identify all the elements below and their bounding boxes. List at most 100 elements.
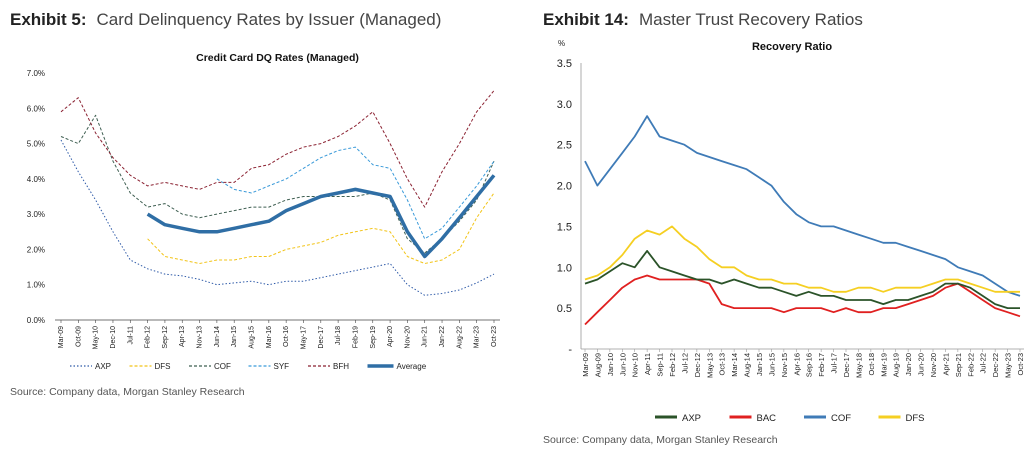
right-x-tick-label: May-18	[854, 353, 863, 378]
right-x-tick-label: Jan-15	[755, 353, 764, 376]
right-x-tick-label: Mar-09	[581, 353, 590, 377]
right-legend-label-cof: COF	[831, 413, 851, 424]
right-x-tick-label: Jun-10	[618, 353, 627, 376]
right-x-tick-label: Jul-22	[979, 353, 988, 373]
right-x-tick-label: May-23	[1004, 353, 1013, 378]
right-legend-label-bac: BAC	[757, 413, 777, 424]
left-legend-label-syf: SYF	[274, 362, 290, 371]
right-y-tick-label: 2.5	[557, 140, 572, 152]
left-chart-title: Credit Card DQ Rates (Managed)	[196, 52, 359, 64]
right-x-tick-label: Aug-19	[892, 353, 901, 377]
right-series-bac-line	[584, 274, 1021, 326]
left-x-tick-label: Jul-18	[335, 326, 342, 345]
left-series-syf-line	[216, 146, 495, 240]
left-source-note: Source: Company data, Morgan Stanley Res…	[10, 386, 245, 398]
left-exhibit-panel: Exhibit 5: Card Delinquency Rates by Issu…	[10, 10, 500, 398]
left-x-tick-label: Feb-19	[352, 326, 359, 348]
left-exhibit-heading: Exhibit 5: Card Delinquency Rates by Issu…	[10, 10, 441, 30]
left-y-tick-label: 5.0%	[27, 140, 45, 149]
right-x-tick-label: Jul-17	[830, 353, 839, 373]
left-x-tick-label: Feb-12	[145, 326, 152, 348]
left-x-tick-label: Sep-19	[370, 326, 377, 349]
left-x-tick-label: Mar-16	[266, 326, 273, 348]
left-legend-label-cof: COF	[214, 362, 231, 371]
right-x-tick-label: Nov-15	[780, 353, 789, 377]
left-x-tick-label: Jan-22	[439, 326, 446, 348]
left-x-tick-label: Jun-21	[422, 326, 429, 348]
left-legend-label-dfs: DFS	[155, 362, 171, 371]
right-legend-label-axp: AXP	[682, 413, 701, 424]
left-x-tick-label: Dec-17	[318, 326, 325, 349]
right-y-tick-label: 1.0	[557, 262, 572, 274]
left-x-tick-label: Oct-09	[75, 326, 82, 347]
right-x-tick-label: Sep-21	[954, 353, 963, 377]
left-x-tick-label: Oct-23	[491, 326, 498, 347]
left-x-tick-label: Oct-16	[283, 326, 290, 347]
right-y-tick-label: 0.5	[557, 303, 572, 315]
right-x-tick-label: Dec-22	[991, 353, 1000, 377]
left-y-tick-label: 4.0%	[27, 175, 45, 184]
left-x-tick-label: Jan-15	[231, 326, 238, 348]
left-x-tick-label: May-10	[93, 326, 100, 349]
right-x-tick-label: Aug-09	[593, 353, 602, 377]
left-legend-label-average: Average	[397, 362, 427, 371]
right-x-tick-label: Jul-12	[680, 353, 689, 373]
left-x-tick-label: Nov-13	[197, 326, 204, 349]
right-x-tick-label: May-13	[705, 353, 714, 378]
right-recovery-chart: Recovery Ratio% - 0.5 1.0 1.5 2.0 2.5 3.0 3.5 Mar…	[557, 39, 1025, 424]
right-x-tick-label: Apr-21	[941, 353, 950, 376]
right-x-tick-label: Jun-20	[917, 353, 926, 376]
right-y-tick-label: 1.5	[557, 221, 572, 233]
left-series-bfh-line	[60, 90, 495, 208]
left-series-cof-line	[60, 114, 495, 254]
left-dq-chart: Credit Card DQ Rates (Managed) 0.0% 1.0% 2.…	[27, 52, 500, 371]
right-y-tick-label: 3.0	[557, 99, 572, 111]
right-exhibit-title: Master Trust Recovery Ratios	[638, 10, 863, 29]
right-x-tick-label: Apr-11	[643, 353, 652, 375]
left-x-tick-label: Mar-23	[474, 326, 481, 348]
left-exhibit-title: Card Delinquency Rates by Issuer (Manage…	[96, 10, 442, 29]
right-x-tick-label: Nov-20	[929, 353, 938, 377]
right-x-tick-label: Mar-19	[879, 353, 888, 377]
right-x-tick-label: Dec-12	[693, 353, 702, 377]
right-y-tick-label: 2.0	[557, 181, 572, 193]
right-x-tick-label: Apr-16	[792, 353, 801, 376]
right-chart-title: Recovery Ratio	[752, 41, 832, 53]
left-y-tick-label: 7.0%	[27, 69, 45, 78]
left-y-tick-label: 2.0%	[27, 245, 45, 254]
right-x-tick-label: Feb-12	[668, 353, 677, 377]
right-x-tick-label: Oct-13	[718, 353, 727, 376]
right-x-tick-label: Jun-15	[767, 353, 776, 376]
right-x-tick-label: Sep-11	[656, 353, 665, 377]
left-x-tick-label: Apr-20	[387, 326, 394, 347]
left-x-tick-label: Mar-09	[58, 326, 65, 348]
right-legend-label-dfs: DFS	[906, 413, 925, 424]
left-x-tick-label: Apr-13	[179, 326, 186, 347]
right-x-tick-label: Sep-16	[805, 353, 814, 377]
right-series-cof-line	[584, 115, 1021, 297]
left-y-tick-label: 0.0%	[27, 316, 45, 325]
right-x-tick-label: Feb-17	[817, 353, 826, 377]
left-x-tick-label: Aug-15	[249, 326, 256, 349]
right-x-tick-label: Jan-20	[904, 353, 913, 376]
right-y-tick-label: 3.5	[557, 58, 572, 70]
left-y-tick-label: 3.0%	[27, 210, 45, 219]
right-x-tick-label: Oct-23	[1016, 353, 1025, 376]
left-x-tick-label: May-17	[300, 326, 307, 349]
right-x-tick-label: Oct-18	[867, 353, 876, 376]
left-series-dfs-line	[147, 192, 495, 264]
right-x-tick-label: Aug-14	[743, 353, 752, 377]
right-series-axp-line	[584, 250, 1020, 309]
left-legend-label-bfh: BFH	[333, 362, 349, 371]
right-exhibit-heading: Exhibit 14: Master Trust Recovery Ratios	[543, 10, 863, 30]
right-y-tick-label: -	[568, 344, 572, 356]
left-x-tick-label: Sep-12	[162, 326, 169, 349]
right-exhibit-panel: Exhibit 14: Master Trust Recovery Ratios …	[515, 0, 1029, 451]
right-exhibit-label: Exhibit 14:	[543, 10, 629, 29]
left-series-axp-line	[60, 139, 495, 296]
left-x-tick-label: Jul-11	[127, 326, 134, 345]
left-x-tick-label: Dec-10	[110, 326, 117, 349]
right-x-tick-label: Feb-22	[966, 353, 975, 377]
left-x-tick-label: Nov-20	[404, 326, 411, 349]
right-x-tick-label: Dec-17	[842, 353, 851, 377]
